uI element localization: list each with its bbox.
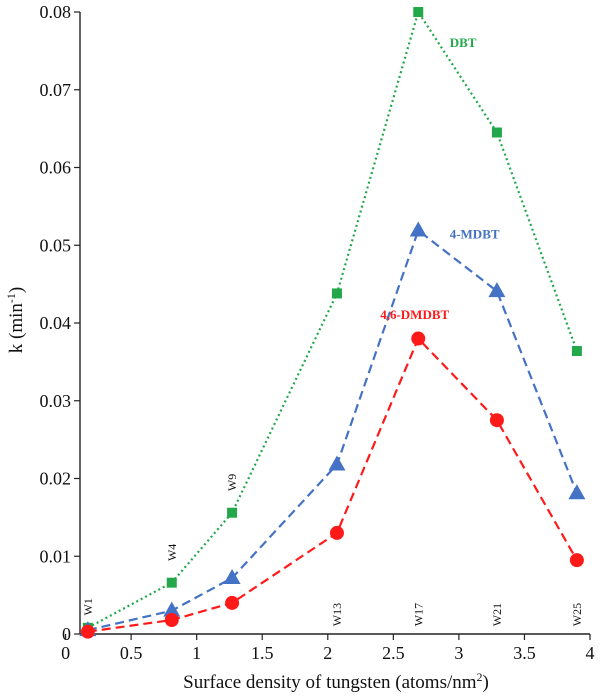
series-label: 4,6-DMDBT (380, 307, 449, 322)
y-tick-label: 0.08 (40, 2, 72, 22)
y-axis-title: k (min-1) (4, 287, 27, 353)
sample-label: W17 (411, 603, 425, 626)
x-tick-label: 3 (454, 643, 463, 663)
series-label-group: DBT 4-MDBT 4,6-DMDBT (380, 35, 500, 322)
x-tick-label: 3.5 (513, 643, 536, 663)
data-point-circle (225, 595, 240, 610)
data-point-square (331, 288, 342, 299)
x-axis-title-sup: 2 (477, 670, 483, 684)
data-point-square (227, 507, 238, 518)
data-point-triangle (163, 601, 181, 617)
data-point-circle (489, 413, 504, 428)
x-tick-label: 2.5 (382, 643, 405, 663)
y-axis-title-sup: -1 (4, 293, 18, 303)
data-point-square (571, 345, 582, 356)
sample-label: W13 (330, 603, 344, 626)
y-tick-label: 0.03 (40, 391, 72, 411)
x-tick-label: 4 (586, 643, 595, 663)
data-point-triangle (409, 221, 427, 237)
data-point-circle (80, 624, 95, 639)
sample-label: W25 (570, 603, 584, 626)
x-tick-label: 0 (61, 643, 70, 663)
x-tick-label: 1 (192, 643, 201, 663)
sample-label: W4 (165, 544, 179, 561)
data-point-square (413, 7, 424, 17)
y-tick-label: 0.02 (40, 469, 72, 489)
y-axis-title-text: k (min (6, 303, 27, 354)
series-line (87, 336, 578, 633)
series-label: 4-MDBT (450, 226, 500, 241)
x-tick-label: 1.5 (251, 643, 274, 663)
data-point-triangle (568, 484, 586, 500)
sample-label: W1 (81, 598, 95, 615)
x-tick-label: 2 (323, 643, 332, 663)
y-tick-label: 0.05 (40, 235, 72, 255)
tick-group: 0 0.01 0.02 0.03 0.04 0.05 0.06 0.07 0.08 0 0.5 1 1.… (40, 2, 595, 663)
data-point-triangle (223, 569, 241, 585)
data-point-circle (164, 613, 179, 628)
data-point-square (166, 577, 177, 588)
y-axis-title-close: ) (6, 287, 27, 293)
y-tick-label: 0.01 (40, 546, 72, 566)
series-line-group (87, 9, 578, 633)
data-point-triangle (328, 455, 346, 471)
data-point-square (491, 127, 502, 138)
sample-label: W9 (225, 474, 239, 491)
x-tick-label: 0.5 (120, 643, 143, 663)
sample-label-group: W1 W4 W9 W13 W17 W21 W25 (81, 474, 584, 627)
data-point-triangle (488, 282, 506, 298)
x-axis-title-text: Surface density of tungsten (atoms/nm (183, 672, 477, 693)
y-tick-label: 0.06 (40, 158, 72, 178)
data-point-circle (411, 331, 426, 346)
x-axis-title: Surface density of tungsten (atoms/nm2) (183, 670, 489, 693)
y-tick-label: 0.07 (40, 80, 72, 100)
series-label: DBT (450, 35, 477, 50)
x-axis-title-close: ) (483, 672, 489, 693)
axes (79, 12, 590, 635)
y-tick-label: 0 (62, 624, 71, 644)
data-point-circle (569, 553, 584, 568)
sample-label: W21 (490, 603, 504, 626)
data-point-circle (329, 525, 344, 540)
y-tick-label: 0.04 (40, 313, 72, 333)
series-marker-group (79, 7, 586, 639)
